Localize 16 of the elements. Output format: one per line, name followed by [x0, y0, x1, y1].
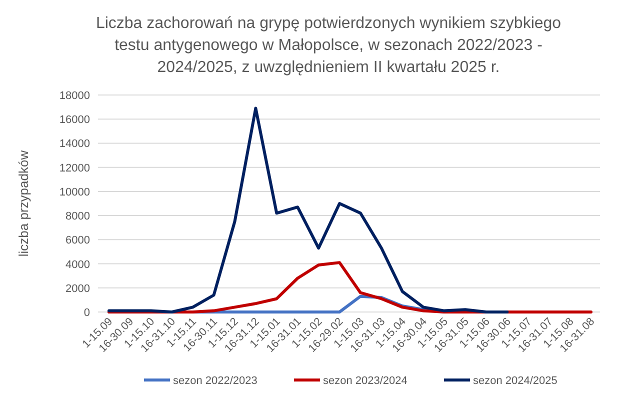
y-tick-label: 18000	[59, 90, 90, 102]
chart-title: Liczba zachorowań na grypę potwierdzonych wynikiem szybkiego testu antygenowego w Małopolsce, w sezonach 2022/2023 - 2024/2025, z uwzględnieniem II kwartału 2025 r.	[96, 15, 562, 76]
y-tick-label: 2000	[66, 282, 90, 295]
y-tick-label: 14000	[59, 138, 90, 150]
y-tick-label: 8000	[66, 210, 90, 223]
legend-label: sezon 2023/2024	[323, 375, 408, 387]
y-tick-label: 10000	[59, 186, 90, 198]
y-tick-label: 6000	[66, 234, 90, 247]
y-tick-label: 16000	[59, 114, 90, 126]
y-axis-title: liczba przypadków	[16, 150, 31, 257]
legend-label: sezon 2022/2023	[173, 375, 258, 387]
y-tick-label: 4000	[66, 258, 90, 271]
legend-label: sezon 2024/2025	[473, 375, 558, 387]
y-tick-label: 0	[84, 307, 90, 319]
y-tick-label: 12000	[59, 162, 90, 174]
line-series	[108, 106, 509, 314]
